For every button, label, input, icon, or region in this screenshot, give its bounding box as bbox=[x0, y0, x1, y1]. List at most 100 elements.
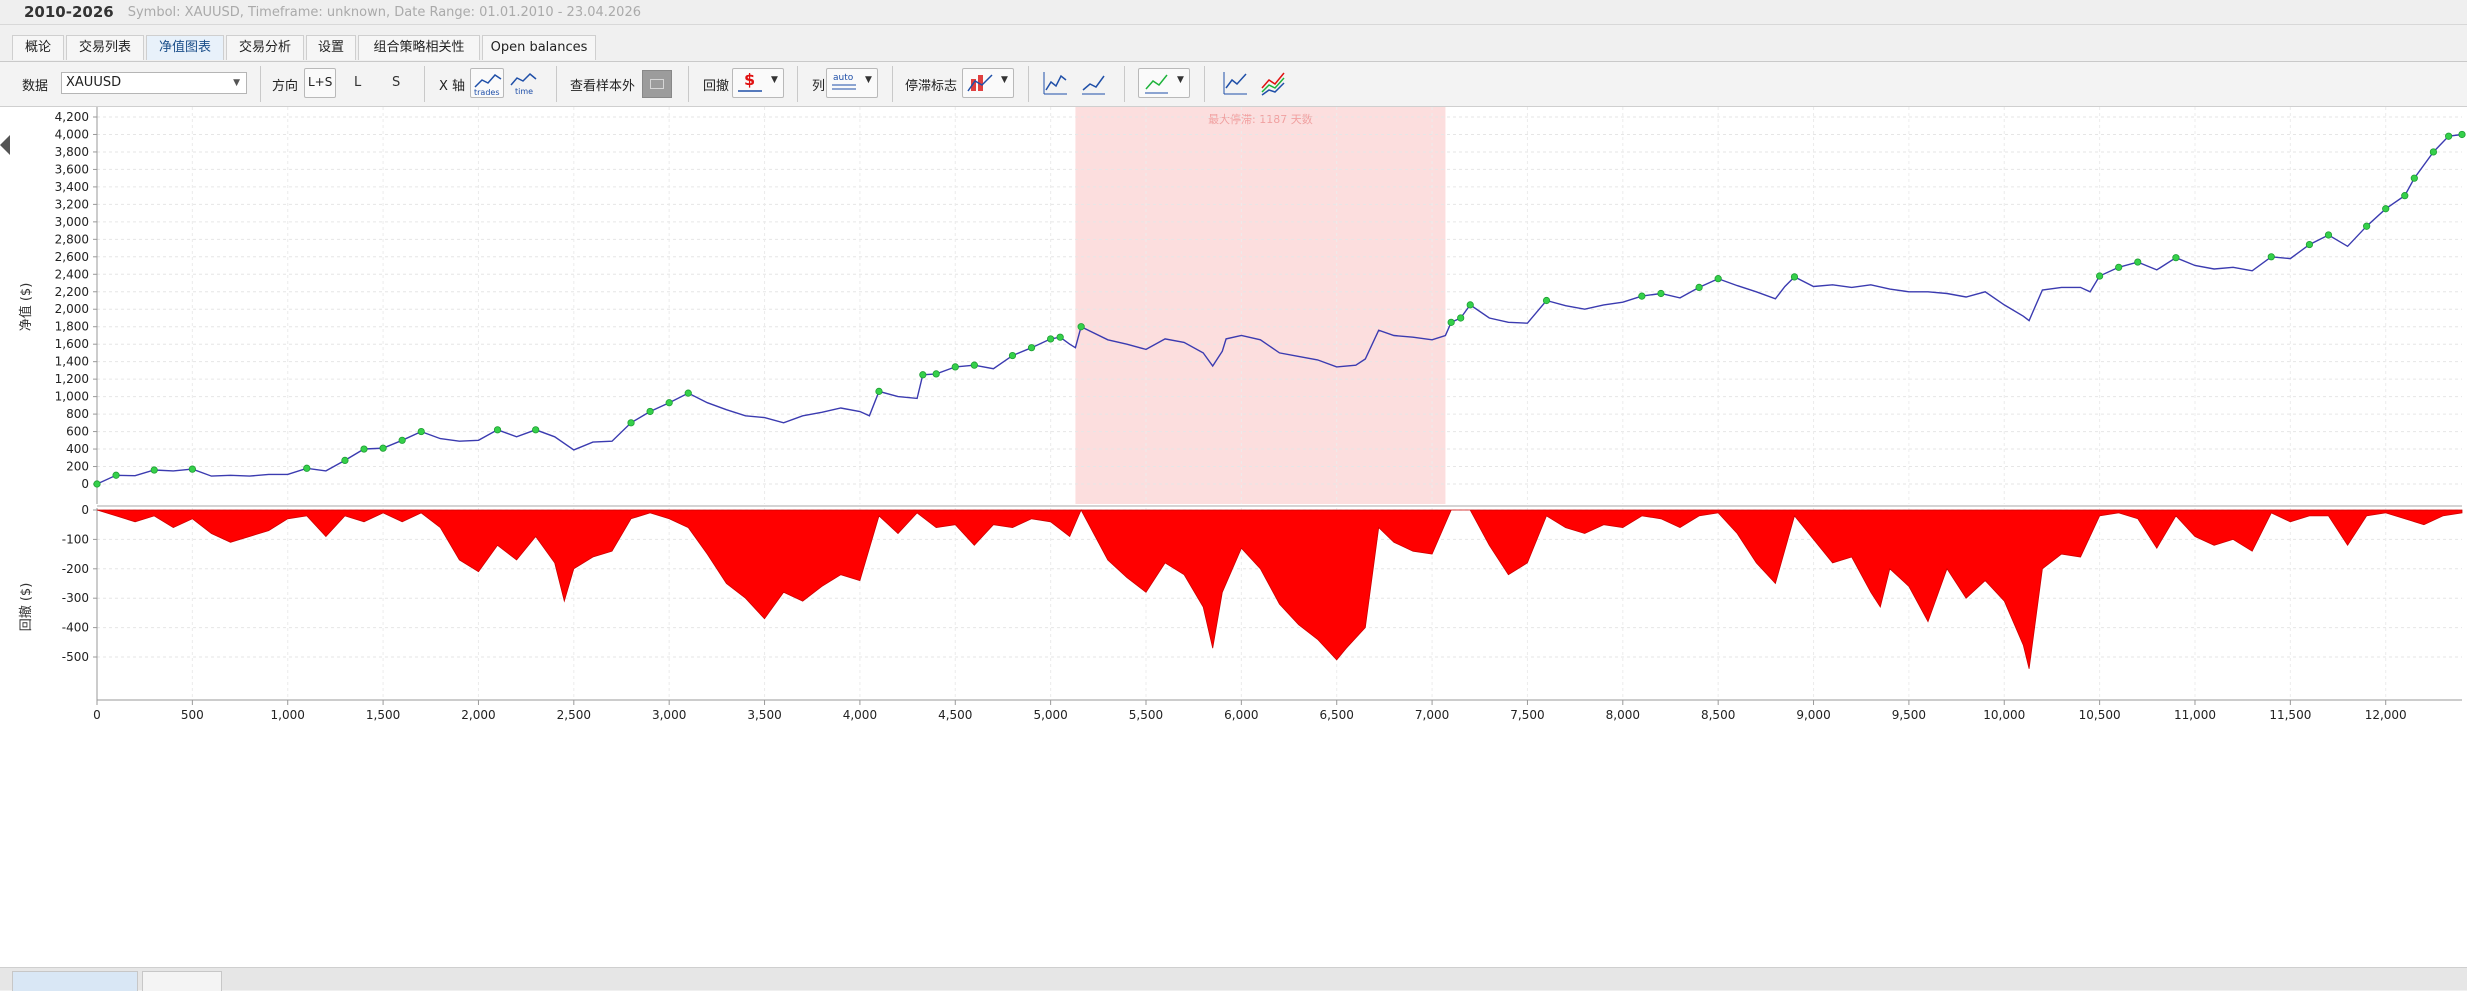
new-high-marker bbox=[2267, 253, 2275, 261]
equity-ytick-label: 0 bbox=[81, 477, 89, 491]
xtick-label: 5,000 bbox=[1033, 708, 1067, 722]
bottom-tab-2[interactable] bbox=[142, 971, 222, 991]
equity-ytick-label: 600 bbox=[66, 425, 89, 439]
drawdown-ytick-label: -200 bbox=[62, 562, 89, 576]
toolbar-divider bbox=[260, 66, 261, 102]
direction-short-button[interactable]: S bbox=[392, 75, 401, 90]
tab-portfolio-correlation[interactable]: 组合策略相关性 bbox=[358, 35, 480, 60]
drawdown-area bbox=[96, 509, 2463, 669]
xtick-label: 11,500 bbox=[2269, 708, 2311, 722]
trades-chart-icon bbox=[474, 74, 502, 88]
equity-ytick-label: 400 bbox=[66, 442, 89, 456]
data-select[interactable]: XAUUSD ▼ bbox=[61, 72, 247, 94]
drawdown-ytick-label: -300 bbox=[62, 591, 89, 605]
stagnation-chart-icon bbox=[967, 74, 993, 92]
new-high-marker bbox=[627, 419, 635, 427]
new-high-marker bbox=[2324, 231, 2333, 239]
new-high-marker bbox=[2458, 130, 2466, 139]
oos-icon bbox=[650, 79, 664, 89]
chart-toolbar: 数据 XAUUSD ▼ 方向 L+S L S X 轴 trades time 查… bbox=[0, 62, 2467, 107]
new-high-marker bbox=[2410, 174, 2418, 182]
column-auto-text: auto bbox=[833, 73, 854, 83]
toolbar-divider bbox=[424, 66, 425, 102]
xaxis-time-button[interactable]: time bbox=[508, 68, 538, 98]
new-high-marker bbox=[379, 444, 387, 452]
equity-ytick-label: 1,600 bbox=[55, 337, 89, 351]
chevron-down-icon: ▼ bbox=[1001, 75, 1008, 85]
xtick-label: 3,000 bbox=[652, 708, 686, 722]
new-high-marker bbox=[2134, 258, 2142, 266]
equity-ytick-label: 2,800 bbox=[55, 232, 89, 246]
compare-chart-button[interactable] bbox=[1220, 68, 1250, 98]
chart-area: 最大停滞: 1187 天数 0 200 400 600 800 1,000 1,200 1,4… bbox=[0, 107, 2467, 967]
axis-layer: 0 200 400 600 800 1,000 1,200 1,400 1,600 1,800 2,… bbox=[55, 107, 2462, 722]
new-high-marker bbox=[341, 456, 349, 465]
bottom-bar bbox=[0, 967, 2467, 991]
new-high-marker bbox=[2115, 263, 2123, 271]
multi-series-button[interactable] bbox=[1258, 68, 1288, 98]
chevron-down-icon: ▼ bbox=[233, 78, 240, 88]
xtick-label: 3,500 bbox=[747, 708, 781, 722]
chevron-down-icon: ▼ bbox=[771, 75, 778, 85]
column-dropdown[interactable]: auto ▼ bbox=[826, 68, 878, 98]
title-bar: 2010-2026 Symbol: XAUUSD, Timeframe: unk… bbox=[0, 0, 2467, 25]
xtick-label: 5,500 bbox=[1129, 708, 1163, 722]
new-high-marker bbox=[2401, 192, 2409, 200]
xaxis-trades-button[interactable]: trades bbox=[470, 68, 504, 98]
new-high-marker bbox=[360, 445, 368, 453]
drawdown-ytick-label: -100 bbox=[62, 532, 89, 546]
xtick-label: 9,500 bbox=[1892, 708, 1926, 722]
new-high-marker bbox=[919, 371, 927, 379]
tab-overview[interactable]: 概论 bbox=[12, 35, 64, 60]
xaxis-label: X 轴 bbox=[439, 79, 466, 94]
toolbar-divider bbox=[688, 66, 689, 102]
equity-ytick-label: 2,000 bbox=[55, 302, 89, 316]
drawdown-ytick-label: -400 bbox=[62, 621, 89, 635]
bottom-tab-1[interactable] bbox=[12, 971, 138, 991]
equity-chart-icon bbox=[1043, 72, 1067, 95]
xtick-label: 1,000 bbox=[271, 708, 305, 722]
equity-ytick-label: 3,800 bbox=[55, 145, 89, 159]
new-high-marker bbox=[684, 389, 692, 397]
data-label: 数据 bbox=[22, 79, 49, 94]
tab-equity-chart[interactable]: 净值图表 bbox=[146, 35, 224, 60]
tab-trade-analysis[interactable]: 交易分析 bbox=[226, 35, 304, 60]
equity-chart-button[interactable] bbox=[1040, 68, 1070, 98]
equity-ytick-label: 2,400 bbox=[55, 267, 89, 281]
oos-label: 查看样本外 bbox=[570, 79, 636, 94]
new-high-marker bbox=[2363, 222, 2371, 230]
stagnation-dropdown[interactable]: ▼ bbox=[962, 68, 1014, 98]
new-high-marker bbox=[2305, 240, 2314, 249]
direction-long-button[interactable]: L bbox=[354, 75, 362, 90]
new-high-marker bbox=[951, 363, 959, 371]
tab-bar: 概论 交易列表 净值图表 交易分析 设置 组合策略相关性 Open balanc… bbox=[0, 33, 2467, 62]
chevron-down-icon: ▼ bbox=[1177, 75, 1184, 85]
xtick-label: 9,000 bbox=[1796, 708, 1830, 722]
oos-toggle-button[interactable] bbox=[642, 70, 672, 98]
new-high-marker bbox=[970, 361, 978, 369]
direction-ls-label: L+S bbox=[308, 75, 333, 89]
xtick-label: 1,500 bbox=[366, 708, 400, 722]
direction-ls-button[interactable]: L+S bbox=[304, 68, 336, 98]
xtick-label: 6,000 bbox=[1224, 708, 1258, 722]
green-line-dropdown-icon bbox=[1145, 74, 1168, 94]
tab-open-balances[interactable]: Open balances bbox=[482, 35, 596, 60]
new-high-marker bbox=[1466, 301, 1474, 309]
equity-ytick-label: 3,400 bbox=[55, 180, 89, 194]
stagnation-label: 停滞标志 bbox=[905, 79, 958, 94]
equity-ytick-label: 200 bbox=[66, 460, 89, 474]
tab-trade-list[interactable]: 交易列表 bbox=[66, 35, 144, 60]
new-high-marker bbox=[1714, 275, 1722, 283]
xtick-label: 6,500 bbox=[1320, 708, 1354, 722]
new-high-marker bbox=[932, 370, 940, 378]
drawdown-dropdown[interactable]: $ ▼ bbox=[732, 68, 784, 98]
equity-line-button[interactable] bbox=[1078, 68, 1108, 98]
equity-ytick-label: 1,800 bbox=[55, 320, 89, 334]
new-high-marker bbox=[93, 480, 101, 488]
toolbar-divider bbox=[1124, 66, 1125, 102]
green-line-dropdown[interactable]: ▼ bbox=[1138, 68, 1190, 98]
collapse-panel-icon[interactable] bbox=[0, 135, 10, 155]
xtick-label: 7,000 bbox=[1415, 708, 1449, 722]
tab-settings[interactable]: 设置 bbox=[306, 35, 356, 60]
equity-ytick-label: 1,200 bbox=[55, 372, 89, 386]
